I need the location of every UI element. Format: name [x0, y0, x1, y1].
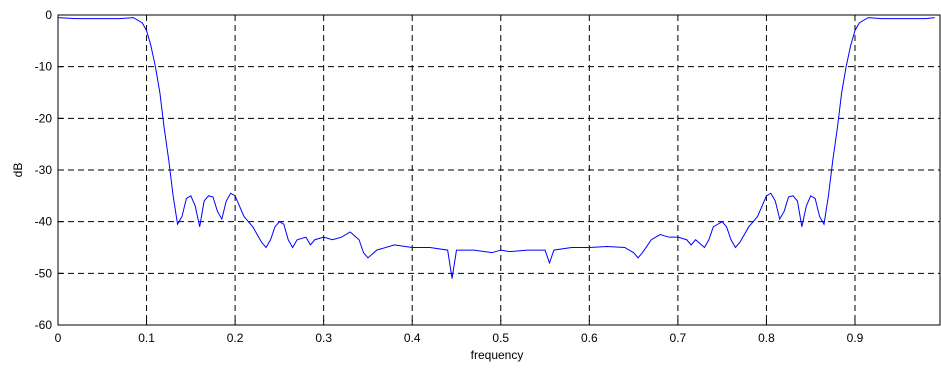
x-tick-label: 0.8 — [758, 331, 775, 345]
x-axis-label: frequency — [471, 348, 524, 362]
x-tick-label: 0.5 — [492, 331, 509, 345]
y-axis-label: dB — [11, 163, 25, 178]
plot-frame — [57, 14, 941, 326]
x-tick-label: 0.7 — [670, 331, 687, 345]
y-tick-label: -40 — [35, 215, 53, 229]
y-tick-label: -60 — [35, 318, 53, 332]
x-tick-label: 0.3 — [315, 331, 332, 345]
x-tick-label: 0.1 — [138, 331, 155, 345]
y-tick-label: -50 — [35, 266, 53, 280]
x-tick-label: 0 — [55, 331, 62, 345]
x-tick-label: 0.6 — [581, 331, 598, 345]
series-line — [57, 17, 935, 279]
y-tick-label: -30 — [35, 163, 53, 177]
y-tick-label: 0 — [45, 8, 52, 22]
y-tick-label: -10 — [35, 60, 53, 74]
x-tick-label: 0.9 — [847, 331, 864, 345]
y-tick-label: -20 — [35, 111, 53, 125]
x-tick-label: 0.4 — [404, 331, 421, 345]
x-tick-label: 0.2 — [227, 331, 244, 345]
